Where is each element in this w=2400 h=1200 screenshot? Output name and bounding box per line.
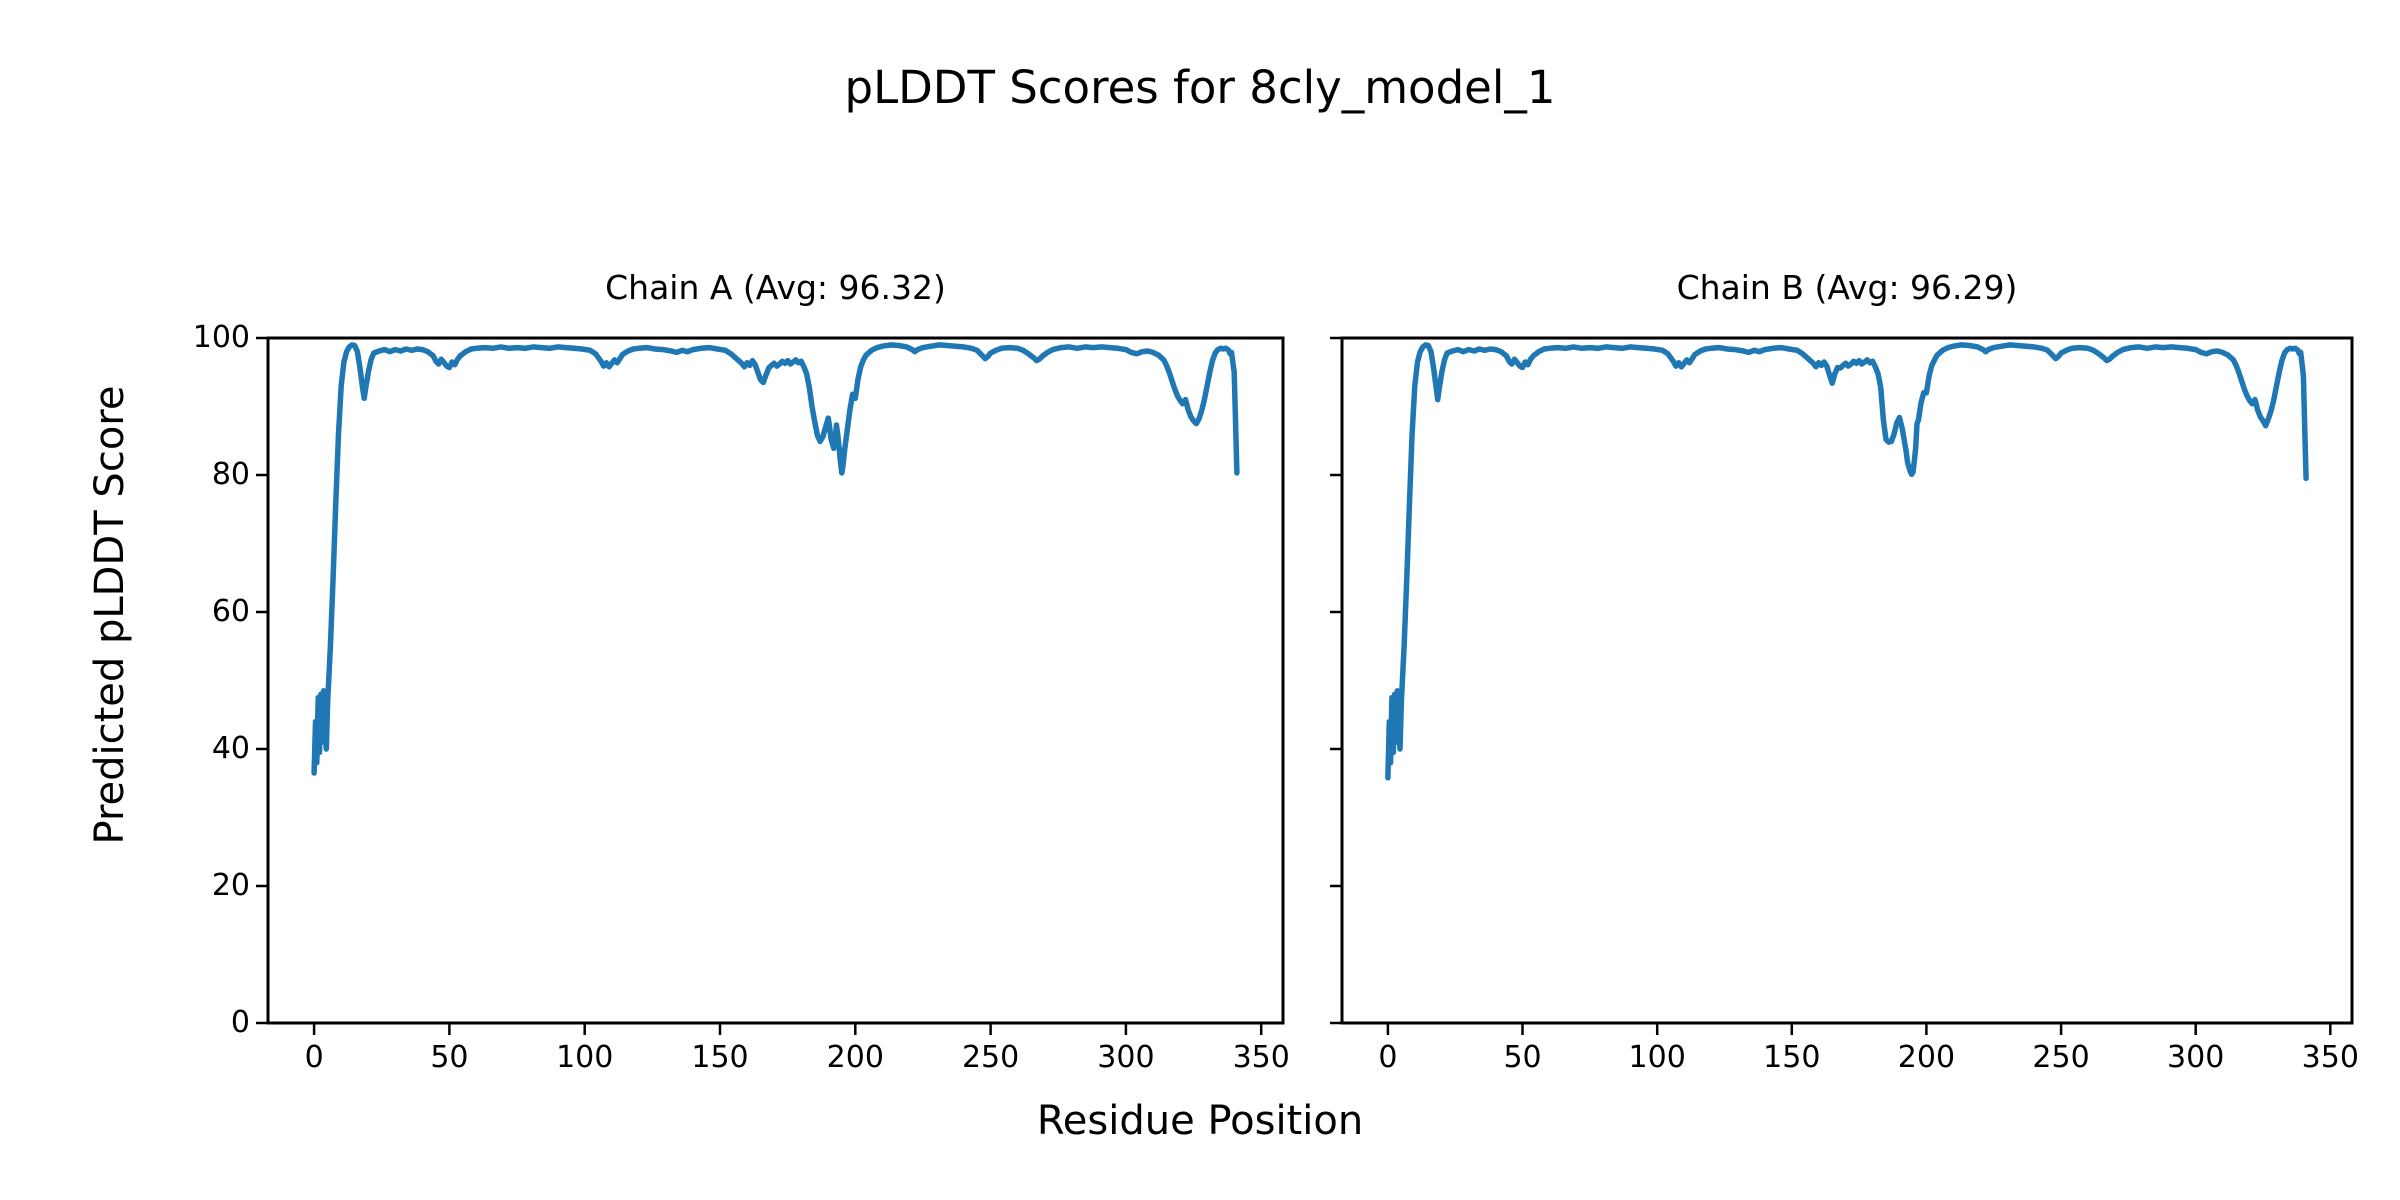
subplot-title-chain-b: Chain B (Avg: 96.29) bbox=[1676, 268, 2018, 307]
x-tick-label-a-250: 250 bbox=[961, 1040, 1020, 1075]
x-tick-label-a-350: 350 bbox=[1232, 1040, 1290, 1075]
tick-marks bbox=[1330, 336, 2332, 1035]
x-tick-label-a-200: 200 bbox=[826, 1040, 884, 1075]
axes-spines bbox=[266, 336, 1285, 1025]
x-tick-label-b-50: 50 bbox=[1503, 1040, 1542, 1075]
x-tick-label-b-150: 150 bbox=[1763, 1040, 1821, 1075]
x-tick-label-a-100: 100 bbox=[556, 1040, 614, 1075]
x-tick-label-b-100: 100 bbox=[1628, 1040, 1686, 1075]
x-tick-label-b-300: 300 bbox=[2167, 1040, 2225, 1075]
subplot-title-chain-a: Chain A (Avg: 96.32) bbox=[605, 268, 946, 307]
x-axis-label: Residue Position bbox=[1036, 1098, 1364, 1144]
y-tick-label-40: 40 bbox=[211, 731, 250, 766]
x-tick-label-a-50: 50 bbox=[430, 1040, 469, 1075]
y-tick-label-80: 80 bbox=[211, 457, 250, 492]
y-tick-label-0: 0 bbox=[230, 1005, 250, 1040]
y-tick-label-20: 20 bbox=[211, 868, 250, 903]
x-tick-label-b-0: 0 bbox=[1378, 1040, 1398, 1075]
x-tick-label-a-150: 150 bbox=[691, 1040, 749, 1075]
figure-title: pLDDT Scores for 8cly_model_1 bbox=[844, 61, 1556, 114]
x-tick-label-b-350: 350 bbox=[2301, 1040, 2359, 1075]
plddt-line-chain-a bbox=[311, 342, 1240, 776]
x-tick-label-a-0: 0 bbox=[304, 1040, 324, 1075]
subplot-chain-b bbox=[1330, 336, 2354, 1035]
axes-spines bbox=[1340, 336, 2354, 1025]
x-tick-label-b-250: 250 bbox=[2032, 1040, 2090, 1075]
y-tick-label-60: 60 bbox=[211, 594, 250, 629]
x-tick-label-b-200: 200 bbox=[1897, 1040, 1956, 1075]
y-tick-label-100: 100 bbox=[192, 320, 250, 355]
x-tick-label-a-300: 300 bbox=[1097, 1040, 1155, 1075]
subplot-chain-a bbox=[256, 336, 1285, 1035]
plddt-line-chain-b bbox=[1385, 342, 2309, 781]
tick-marks bbox=[256, 336, 1263, 1035]
